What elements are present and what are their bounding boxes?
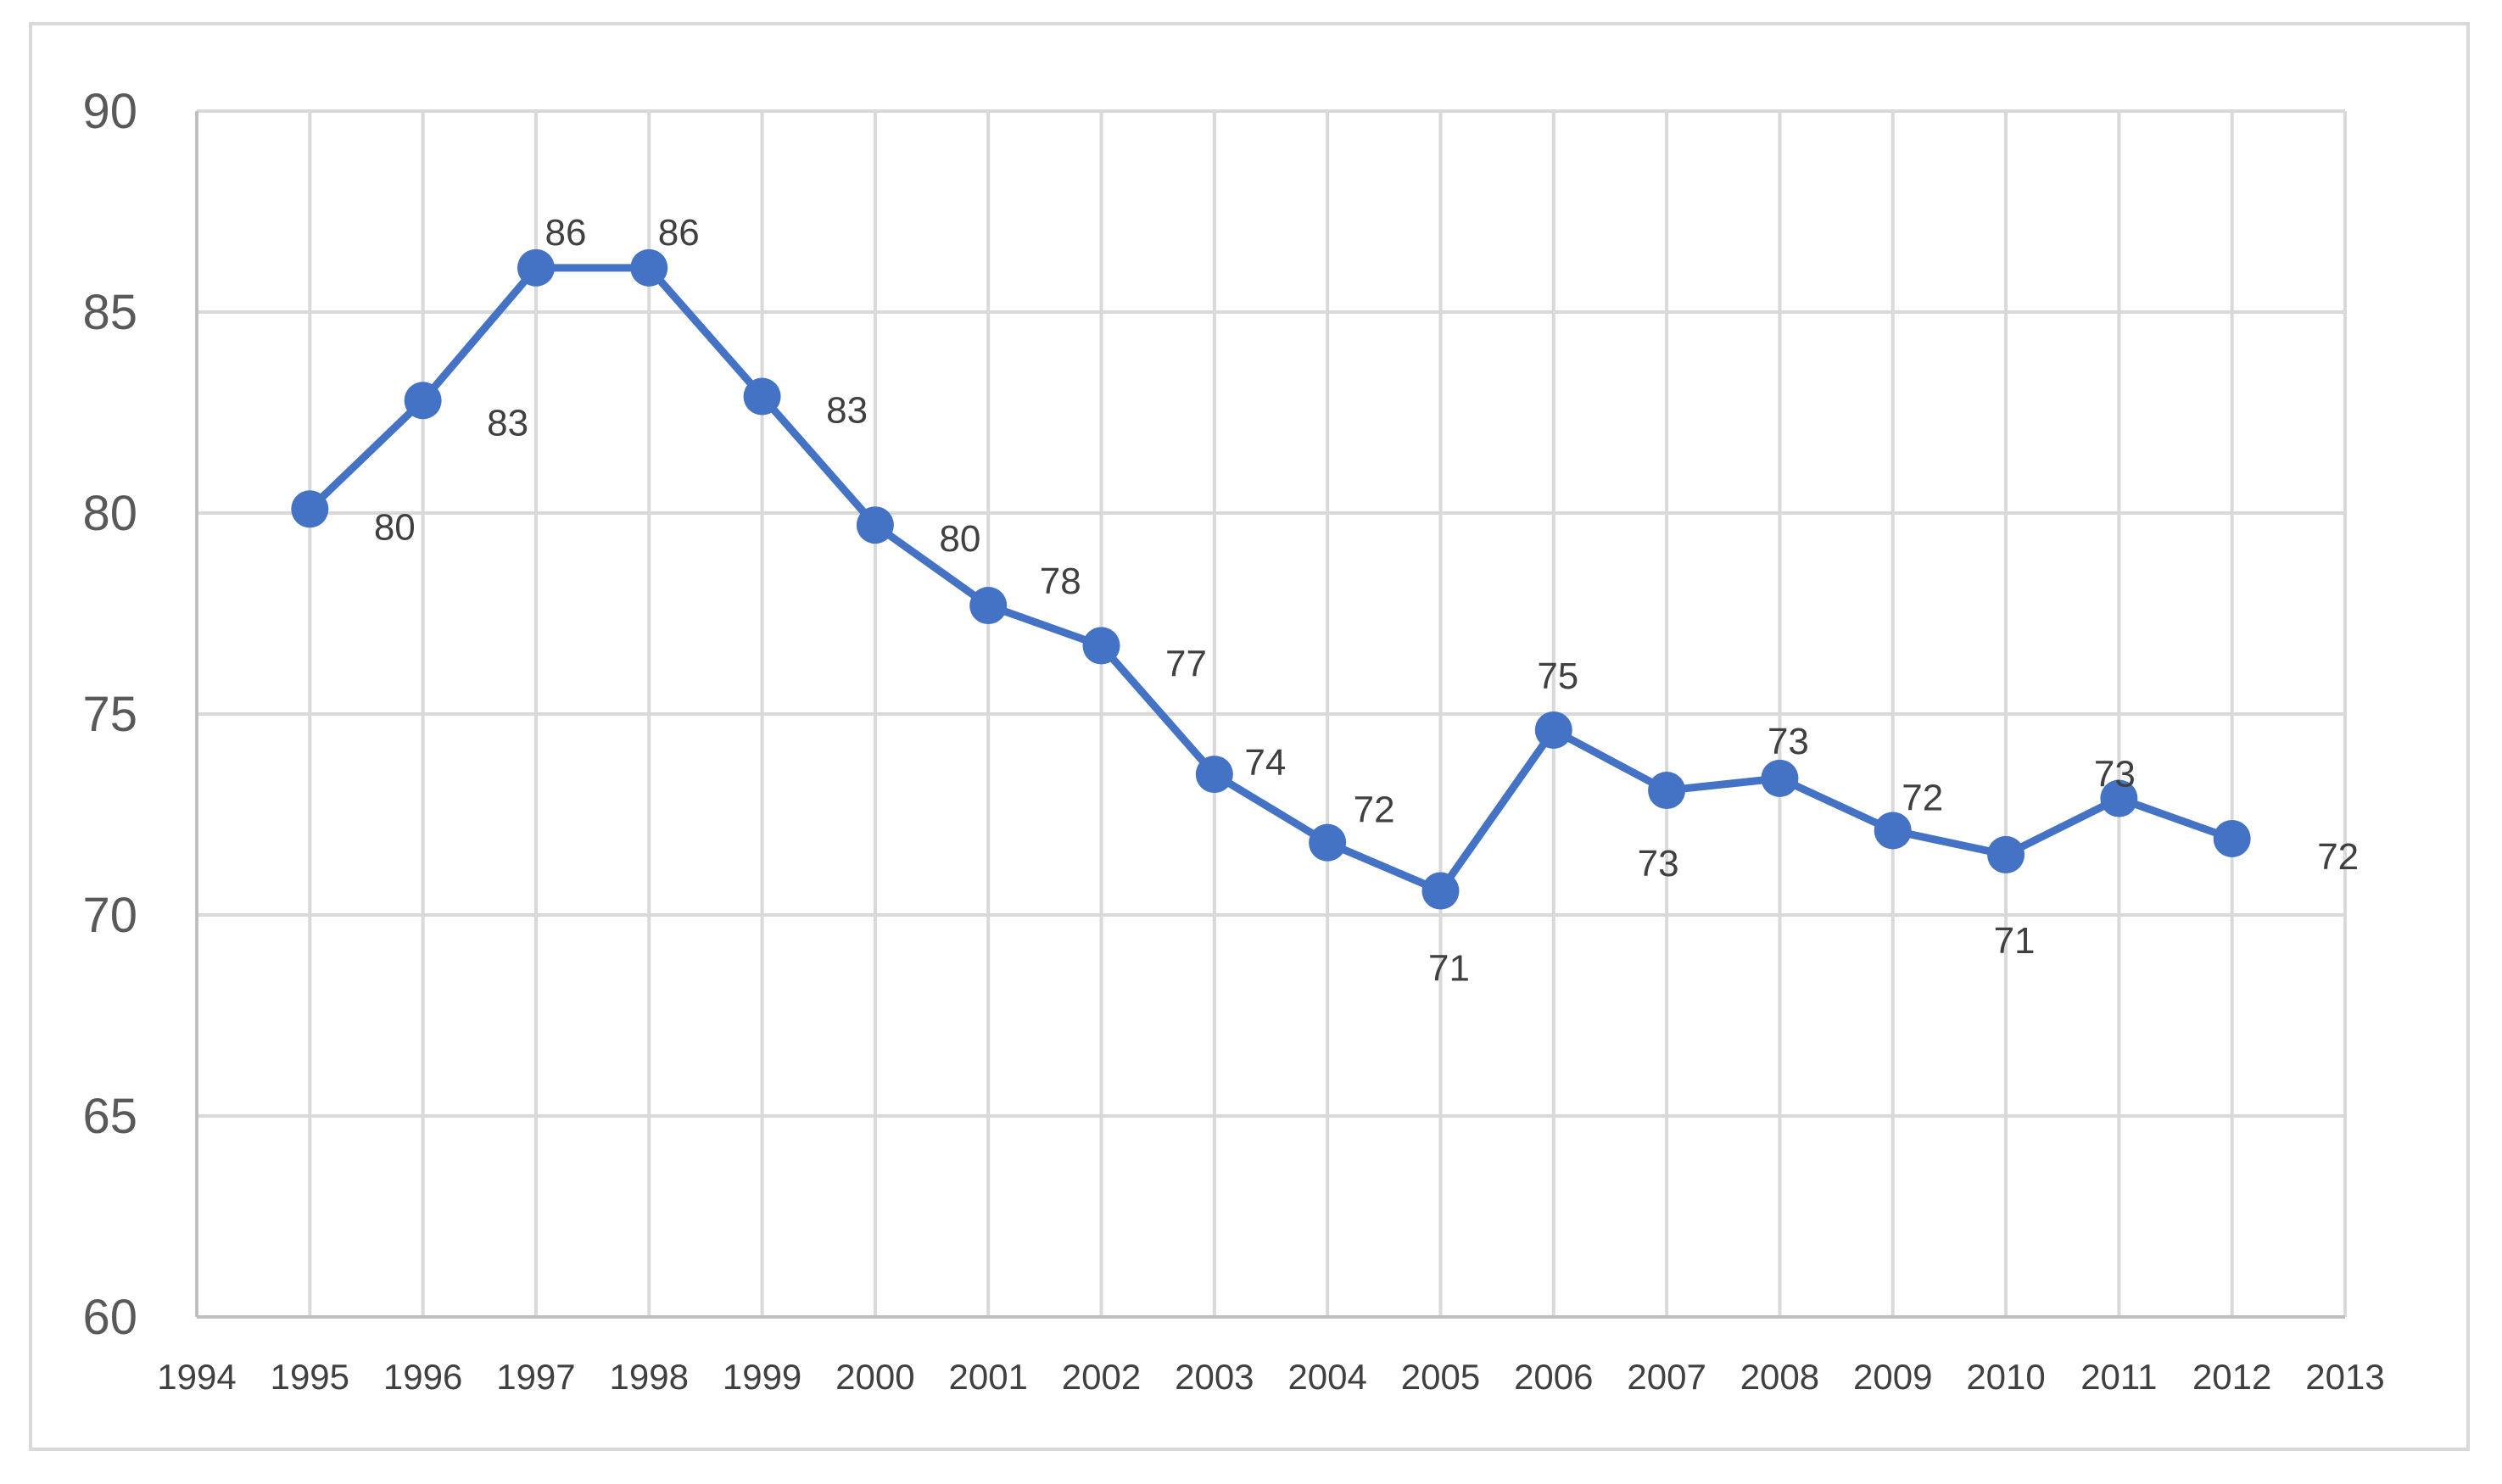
chart-frame	[29, 22, 2470, 1451]
x-tick-label: 2012	[2192, 1357, 2271, 1397]
data-point	[630, 248, 668, 287]
y-tick-label: 65	[82, 1089, 137, 1144]
data-label: 72	[1902, 777, 1943, 818]
data-point	[404, 382, 442, 420]
y-tick-label: 70	[82, 888, 137, 943]
data-label: 77	[1165, 643, 1207, 684]
gridlines	[197, 109, 2347, 1317]
axes	[195, 111, 2345, 1319]
data-label: 72	[2317, 836, 2359, 878]
x-tick-label: 1995	[271, 1357, 349, 1397]
data-point	[2100, 779, 2138, 817]
data-label: 73	[1638, 843, 1679, 884]
data-label: 86	[545, 212, 586, 254]
x-tick-label: 2002	[1062, 1357, 1141, 1397]
x-tick-label: 2000	[835, 1357, 914, 1397]
y-tick-label: 90	[82, 84, 137, 139]
data-point	[1309, 823, 1347, 862]
data-point	[969, 587, 1008, 625]
data-labels: 80 83 86 86 83 80 78 77 74 72 71 75 73 73 72 71 73 72	[374, 212, 2359, 990]
data-label: 78	[1040, 561, 1081, 602]
data-point	[1761, 759, 1799, 797]
y-axis-tick-labels: 60 65 70 75 80 85 90	[82, 84, 137, 1345]
x-tick-label: 2004	[1287, 1357, 1366, 1397]
x-tick-label: 2009	[1853, 1357, 1932, 1397]
data-point	[1195, 756, 1233, 794]
series-line	[305, 264, 2237, 895]
x-tick-label: 2001	[948, 1357, 1027, 1397]
x-tick-label: 1999	[723, 1357, 801, 1397]
x-tick-label: 1998	[610, 1357, 689, 1397]
data-point	[517, 248, 555, 287]
x-tick-label: 2008	[1740, 1357, 1819, 1397]
data-label: 74	[1244, 742, 1286, 784]
data-point	[291, 490, 329, 528]
data-label: 80	[939, 518, 980, 560]
x-tick-label: 1997	[496, 1357, 575, 1397]
data-label: 72	[1354, 789, 1395, 831]
data-label: 71	[1428, 948, 1470, 990]
data-label: 73	[1768, 721, 1809, 762]
data-label: 75	[1537, 656, 1578, 697]
x-tick-label: 2006	[1514, 1357, 1593, 1397]
y-tick-label: 75	[82, 687, 137, 742]
data-point	[1421, 872, 1460, 910]
x-tick-label: 2007	[1627, 1357, 1706, 1397]
x-tick-label: 2013	[2305, 1357, 2384, 1397]
x-tick-label: 2010	[1966, 1357, 2045, 1397]
data-point	[2213, 819, 2251, 857]
data-point	[1648, 772, 1686, 810]
x-tick-label: 2003	[1175, 1357, 1254, 1397]
data-point	[1082, 627, 1120, 665]
data-point	[1987, 835, 2025, 873]
data-label: 73	[2094, 754, 2136, 795]
x-tick-label: 2005	[1401, 1357, 1480, 1397]
data-label: 83	[487, 402, 528, 444]
x-tick-label: 2011	[2080, 1357, 2157, 1397]
data-point	[1874, 812, 1912, 850]
series	[291, 248, 2251, 910]
data-label: 83	[826, 390, 868, 432]
data-label: 80	[374, 506, 416, 548]
data-point	[1534, 711, 1572, 749]
x-tick-label: 1994	[157, 1357, 236, 1397]
data-point	[856, 506, 894, 544]
y-tick-label: 85	[82, 285, 137, 340]
y-tick-label: 60	[82, 1290, 137, 1345]
data-point	[743, 377, 781, 416]
y-tick-label: 80	[82, 486, 137, 541]
x-tick-label: 1996	[383, 1357, 462, 1397]
data-label: 71	[1994, 920, 2036, 962]
data-label: 86	[658, 212, 700, 254]
x-axis-tick-labels: 1994 1995 1996 1997 1998 1999 2000 2001 2002 2003…	[157, 1357, 2384, 1397]
